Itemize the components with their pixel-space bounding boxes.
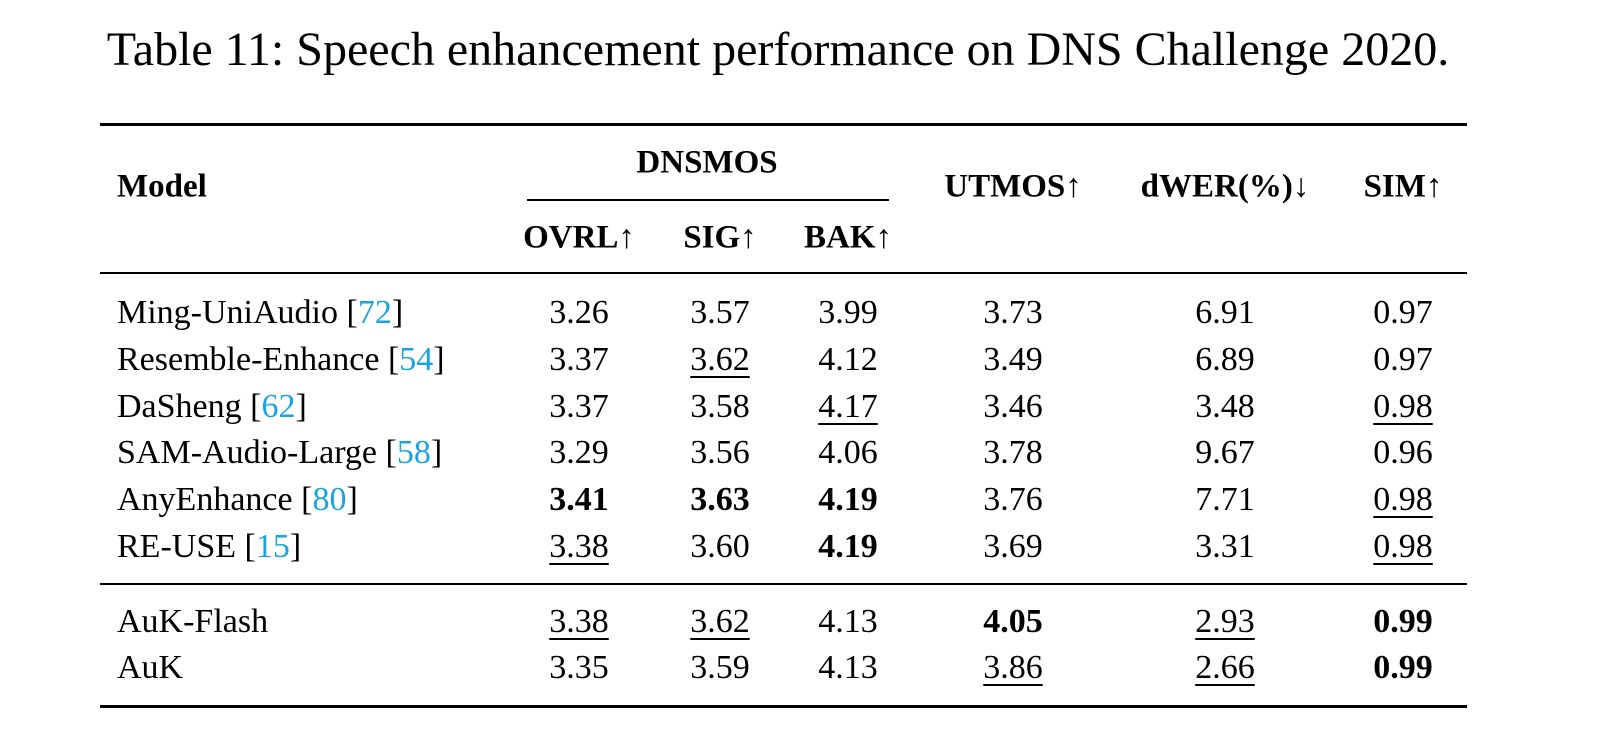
value-cell: 0.97 [1373, 294, 1433, 331]
model-name: AuK [117, 651, 183, 685]
value-cell: 3.56 [690, 434, 750, 471]
value-cell: 3.48 [1195, 388, 1255, 425]
top-rule [100, 123, 1467, 126]
group-rule [100, 583, 1467, 585]
value-cell: 0.98 [1373, 528, 1433, 565]
value-cell: 4.06 [818, 434, 878, 471]
value-cell: 4.19 [818, 481, 878, 518]
value-cell: 3.86 [983, 649, 1043, 686]
bottom-rule [100, 705, 1467, 708]
value-cell: 4.13 [818, 603, 878, 640]
model-label: AuK-Flash [117, 603, 269, 640]
value-cell: 3.59 [690, 649, 750, 686]
model-label: SAM-Audio-Large [117, 434, 377, 471]
value-cell: 2.93 [1195, 603, 1255, 640]
model-label: RE-USE [117, 528, 236, 565]
column-header: SIM↑ [1363, 168, 1443, 205]
value-cell: 2.66 [1195, 649, 1255, 686]
value-cell: 0.99 [1373, 649, 1433, 686]
value-cell: 3.38 [549, 528, 609, 565]
model-name: AnyEnhance [80] [117, 483, 358, 517]
model-name: DaSheng [62] [117, 390, 307, 424]
value-cell: 3.37 [549, 341, 609, 378]
value-cell: 0.97 [1373, 341, 1433, 378]
model-label: AuK [117, 649, 184, 686]
value-cell: 3.46 [983, 388, 1043, 425]
value-cell: 3.35 [549, 649, 609, 686]
header-rule [100, 272, 1467, 274]
value-cell: 6.91 [1195, 294, 1255, 331]
value-cell: 4.12 [818, 341, 878, 378]
value-cell: 3.29 [549, 434, 609, 471]
value-cell: 6.89 [1195, 341, 1255, 378]
model-header: Model [117, 168, 207, 205]
value-cell: 4.13 [818, 649, 878, 686]
model-label: DaSheng [117, 388, 242, 425]
value-cell: 3.38 [549, 603, 609, 640]
citation: [58] [385, 434, 443, 471]
citation: [80] [301, 481, 358, 518]
group-header: DNSMOS [636, 144, 778, 181]
value-cell: 3.63 [690, 481, 750, 518]
value-cell: 0.98 [1373, 481, 1433, 518]
citation: [54] [387, 341, 445, 378]
value-cell: 4.05 [983, 603, 1043, 640]
model-label: AnyEnhance [117, 481, 293, 518]
value-cell: 9.67 [1195, 434, 1255, 471]
column-header: BAK↑ [803, 219, 893, 256]
model-name: SAM-Audio-Large [58] [117, 436, 442, 470]
citation: [15] [244, 528, 302, 565]
value-cell: 3.73 [983, 294, 1043, 331]
table-caption: Table 11: Speech enhancement performance… [106, 23, 1450, 76]
value-cell: 0.96 [1373, 434, 1433, 471]
value-cell: 3.76 [983, 481, 1043, 518]
value-cell: 3.58 [690, 388, 750, 425]
value-cell: 3.69 [983, 528, 1043, 565]
citation: [62] [250, 388, 307, 425]
value-cell: 3.57 [690, 294, 750, 331]
value-cell: 3.49 [983, 341, 1043, 378]
group-underline [527, 199, 889, 201]
value-cell: 3.31 [1195, 528, 1255, 565]
citation: [72] [346, 294, 404, 331]
model-label: Resemble-Enhance [117, 341, 380, 378]
value-cell: 4.19 [818, 528, 878, 565]
column-header: OVRL↑ [523, 219, 635, 256]
model-name: Ming-UniAudio [72] [117, 296, 403, 330]
column-header: dWER(%)↓ [1140, 168, 1310, 205]
value-cell: 3.62 [690, 341, 750, 378]
value-cell: 3.26 [549, 294, 609, 331]
value-cell: 3.78 [983, 434, 1043, 471]
value-cell: 0.99 [1373, 603, 1433, 640]
model-name: Resemble-Enhance [54] [117, 343, 445, 377]
value-cell: 0.98 [1373, 388, 1433, 425]
value-cell: 4.17 [818, 388, 878, 425]
value-cell: 3.99 [818, 294, 878, 331]
column-header: SIG↑ [683, 219, 757, 256]
value-cell: 3.37 [549, 388, 609, 425]
value-cell: 7.71 [1195, 481, 1255, 518]
value-cell: 3.41 [549, 481, 609, 518]
value-cell: 3.62 [690, 603, 750, 640]
column-header: UTMOS↑ [944, 168, 1082, 205]
value-cell: 3.60 [690, 528, 750, 565]
model-label: Ming-UniAudio [117, 294, 338, 331]
model-name: AuK-Flash [117, 605, 268, 639]
model-name: RE-USE [15] [117, 530, 301, 564]
